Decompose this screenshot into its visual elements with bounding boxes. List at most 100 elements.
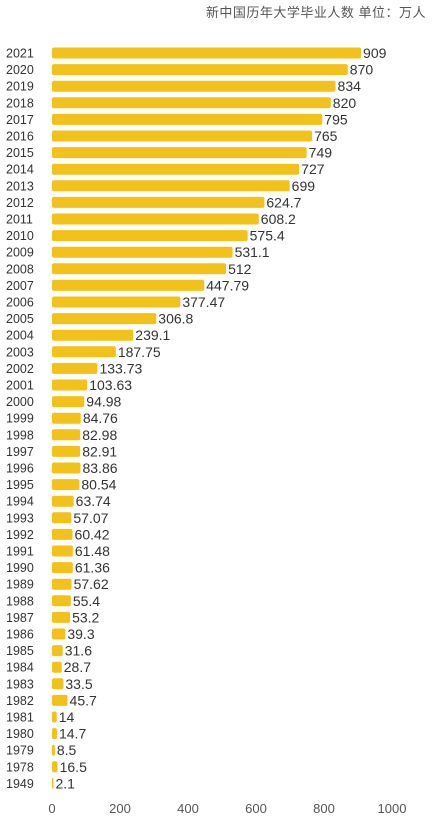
value-label: 103.63	[89, 377, 132, 393]
value-label: 699	[292, 178, 316, 194]
year-label: 2008	[6, 262, 34, 276]
year-label: 2015	[6, 146, 34, 160]
bar	[52, 313, 157, 325]
year-label: 2006	[6, 296, 34, 310]
year-label: 1990	[6, 561, 34, 575]
value-label: 870	[350, 62, 374, 78]
bar	[52, 279, 205, 291]
year-label: 2009	[6, 246, 34, 260]
bar	[52, 744, 55, 756]
value-label: 60.42	[75, 526, 110, 542]
value-label: 31.6	[65, 643, 92, 659]
x-tick-label: 1000	[378, 801, 407, 816]
value-label: 63.74	[76, 493, 111, 509]
bar	[52, 512, 72, 524]
bar	[52, 495, 74, 507]
bar	[52, 661, 62, 673]
bar	[52, 329, 134, 341]
value-label: 57.07	[73, 510, 108, 526]
bars-group: 2021 909 2020 870 2019 834 2018 820 2017 795 2016 7…	[6, 45, 387, 791]
value-label: 377.47	[182, 294, 225, 310]
year-label: 2002	[6, 362, 34, 376]
bar	[52, 678, 64, 690]
value-label: 16.5	[60, 759, 87, 775]
bar	[52, 47, 362, 59]
year-label: 1983	[6, 677, 34, 691]
year-label: 1989	[6, 578, 34, 592]
year-label: 1949	[6, 777, 34, 791]
value-label: 575.4	[250, 228, 285, 244]
bar	[52, 611, 71, 623]
value-label: 8.5	[57, 742, 77, 758]
year-label: 1992	[6, 528, 34, 542]
year-label: 2019	[6, 80, 34, 94]
year-label: 2010	[6, 229, 34, 243]
bar	[52, 147, 307, 159]
year-label: 1996	[6, 462, 34, 476]
x-tick-label: 600	[245, 801, 267, 816]
bar	[52, 479, 80, 491]
bar	[52, 346, 116, 358]
bar	[52, 628, 66, 640]
bar	[52, 213, 259, 225]
year-label: 2014	[6, 163, 34, 177]
year-label: 2000	[6, 395, 34, 409]
bar	[52, 396, 85, 408]
bar	[52, 80, 336, 92]
x-axis: 0 200 400 600 800 1000	[48, 801, 406, 816]
chart-title: 新中国历年大学毕业人数 单位：万人	[205, 5, 426, 20]
value-label: 61.48	[75, 543, 110, 559]
bar	[52, 445, 81, 457]
value-label: 55.4	[73, 593, 100, 609]
year-label: 1995	[6, 478, 34, 492]
x-tick-label: 200	[109, 801, 131, 816]
bar	[52, 97, 331, 109]
bar	[52, 694, 68, 706]
year-label: 2021	[6, 47, 34, 61]
bar	[52, 230, 248, 242]
value-label: 765	[314, 128, 338, 144]
bar	[52, 412, 81, 424]
bar	[52, 263, 227, 275]
bar	[52, 562, 73, 574]
value-label: 820	[333, 95, 357, 111]
bar	[52, 246, 233, 258]
year-label: 1998	[6, 428, 34, 442]
year-label: 2016	[6, 130, 34, 144]
year-label: 2007	[6, 279, 34, 293]
year-label: 1993	[6, 511, 34, 525]
value-label: 531.1	[235, 244, 270, 260]
year-label: 1991	[6, 545, 34, 559]
year-label: 1988	[6, 594, 34, 608]
year-label: 2001	[6, 379, 34, 393]
value-label: 28.7	[64, 659, 91, 675]
value-label: 57.62	[74, 576, 109, 592]
bar	[52, 578, 72, 590]
value-label: 53.2	[72, 609, 99, 625]
bar	[52, 777, 54, 789]
bar	[52, 130, 313, 142]
year-label: 1986	[6, 628, 34, 642]
year-label: 2017	[6, 113, 34, 127]
value-label: 749	[309, 145, 333, 161]
value-label: 795	[324, 111, 348, 127]
value-label: 84.76	[83, 410, 118, 426]
value-label: 187.75	[118, 344, 161, 360]
value-label: 447.79	[206, 277, 249, 293]
bar	[52, 296, 181, 308]
year-label: 2018	[6, 96, 34, 110]
year-label: 2020	[6, 63, 34, 77]
value-label: 909	[363, 45, 387, 61]
value-label: 33.5	[65, 676, 92, 692]
value-label: 83.86	[83, 460, 118, 476]
bar	[52, 64, 348, 76]
year-label: 1994	[6, 495, 34, 509]
bar	[52, 196, 265, 208]
bar	[52, 180, 290, 192]
bar	[52, 462, 81, 474]
value-label: 82.98	[82, 427, 117, 443]
year-label: 1978	[6, 760, 34, 774]
year-label: 1979	[6, 744, 34, 758]
x-tick-label: 0	[48, 801, 55, 816]
